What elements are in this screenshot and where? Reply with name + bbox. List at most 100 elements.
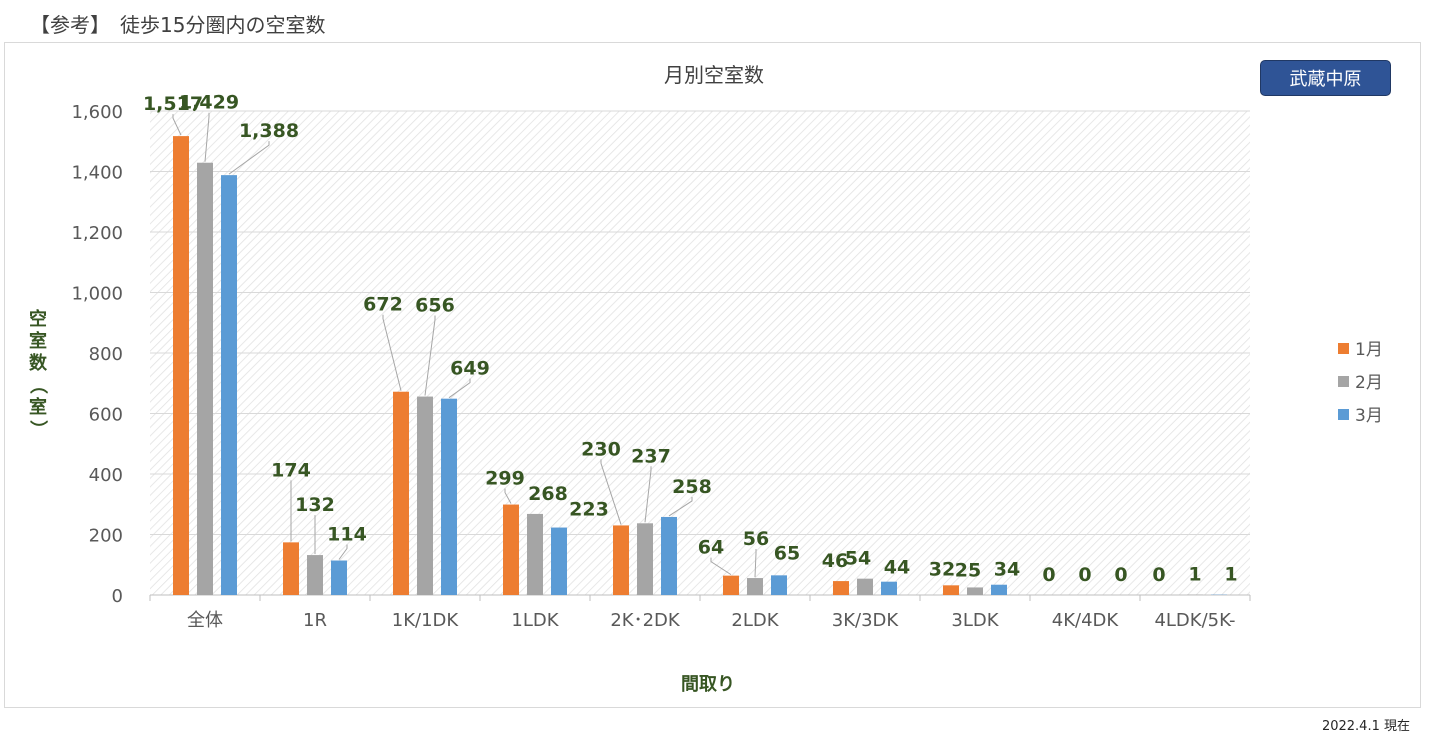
y-axis-title: 空室数 （ 室 ） [27, 308, 48, 438]
as-of-date: 2022.4.1 現在 [1321, 719, 1410, 734]
bar [197, 162, 213, 596]
x-axis-title: 間取り [681, 674, 735, 695]
data-label: 114 [327, 524, 367, 546]
bar [527, 513, 543, 595]
legend-swatch [1338, 409, 1349, 420]
bar [661, 516, 677, 595]
data-label: 672 [363, 294, 403, 316]
y-tick-label: 400 [89, 465, 123, 486]
x-tick-label: 2LDK [731, 610, 779, 631]
data-label: 0 [1152, 564, 1165, 586]
data-label: 25 [955, 559, 981, 581]
leader-line [710, 557, 732, 576]
bar [331, 560, 347, 595]
data-label: 0 [1114, 564, 1127, 586]
y-tick-label: 1,200 [71, 223, 123, 244]
data-label: 223 [569, 499, 609, 521]
bar [833, 581, 849, 595]
x-tick-labels: 全体 1R 1K/1DK 1LDK 2K･2DK 2LDK 3K/3DK 3LDK 4K/4DK… [187, 610, 1236, 631]
x-tick-label: 2K･2DK [610, 610, 681, 631]
leader-line [382, 314, 402, 391]
leader-lines [172, 112, 757, 578]
leader-line [644, 466, 652, 523]
bar [637, 523, 653, 595]
bar [307, 555, 323, 595]
leader-line [448, 378, 471, 399]
data-label: 132 [295, 494, 335, 516]
leader-line [338, 544, 348, 560]
data-label: 64 [698, 537, 724, 559]
x-tick-label: 3LDK [951, 610, 999, 631]
y-tick-label: 600 [89, 405, 123, 426]
data-label: 1,388 [239, 120, 299, 142]
x-tick-label: 1R [303, 610, 327, 631]
data-label: 649 [450, 358, 490, 380]
legend-swatch [1338, 376, 1349, 387]
chart-title: 月別空室数 [664, 63, 764, 87]
x-tick-label: 1K/1DK [392, 610, 460, 631]
data-label: 237 [631, 445, 671, 467]
data-label: 34 [994, 559, 1020, 581]
x-tick-label: 1LDK [511, 610, 559, 631]
bar [881, 581, 897, 595]
data-label: 1 [1188, 564, 1201, 586]
data-label: 1 [1224, 564, 1237, 586]
data-label: 56 [743, 528, 769, 550]
y-axis-title-char: 室 [29, 396, 47, 418]
legend: 1月 2月 3月 [1338, 340, 1383, 426]
bar [613, 525, 629, 595]
leader-line [424, 315, 436, 396]
leader-line [504, 488, 512, 504]
bar [393, 391, 409, 595]
x-tick-label: 全体 [187, 610, 223, 631]
y-tick-labels: 0 200 400 600 800 1,000 1,200 1,400 1,600 [71, 102, 123, 607]
legend-label: 2月 [1355, 373, 1383, 393]
data-label: 1,517 [143, 93, 203, 115]
leader-line [600, 459, 622, 525]
y-axis-title-char: （ [27, 376, 48, 394]
y-axis-title-char: ） [27, 420, 48, 438]
bar [417, 396, 433, 595]
data-label: 258 [672, 476, 712, 498]
bar [723, 575, 739, 595]
data-label: 46 [822, 550, 848, 572]
bar [441, 398, 457, 595]
data-label: 299 [485, 468, 525, 490]
data-label: 1,429 [179, 92, 239, 114]
data-label: 44 [884, 557, 910, 579]
x-tick-label: 3K/3DK [832, 610, 900, 631]
data-label: 656 [415, 295, 455, 317]
bar [747, 578, 763, 595]
leader-line [754, 549, 757, 578]
bar [551, 527, 567, 595]
bars [173, 136, 1227, 596]
y-axis-title-char: 数 [29, 352, 48, 374]
legend-swatch [1338, 343, 1349, 354]
leader-line [228, 141, 270, 175]
legend-label: 1月 [1355, 340, 1383, 360]
y-tick-label: 1,600 [71, 102, 123, 123]
bar [283, 542, 299, 595]
x-tick-label: 4K/4DK [1052, 610, 1120, 631]
data-label: 65 [774, 542, 800, 564]
data-label: 54 [845, 548, 871, 570]
bar [771, 575, 787, 595]
y-axis-title-char: 空 [29, 308, 47, 330]
data-label: 230 [581, 438, 621, 460]
leader-line [668, 496, 693, 517]
page-heading: 【参考】 徒歩15分圏内の空室数 [30, 13, 326, 37]
bar [857, 578, 873, 595]
bar [503, 504, 519, 595]
bar [173, 136, 189, 596]
y-tick-label: 200 [89, 526, 123, 547]
legend-label: 3月 [1355, 406, 1383, 426]
data-label: 32 [929, 558, 955, 580]
leader-line [204, 112, 210, 162]
bar [967, 587, 983, 595]
data-label: 268 [528, 483, 568, 505]
y-tick-label: 1,000 [71, 284, 123, 305]
bar [221, 175, 237, 595]
y-tick-label: 800 [89, 344, 123, 365]
